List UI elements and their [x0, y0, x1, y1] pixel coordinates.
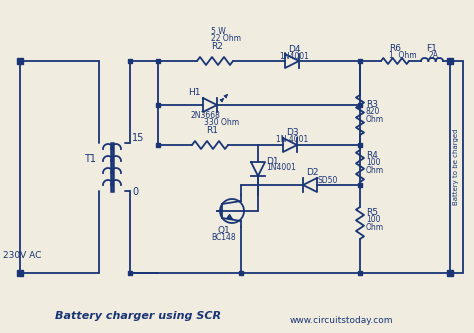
Text: R6: R6	[389, 44, 401, 53]
Text: 100: 100	[366, 215, 381, 224]
Text: Ohm: Ohm	[366, 166, 384, 175]
Text: 0: 0	[132, 187, 138, 197]
Text: 1N4001: 1N4001	[266, 163, 296, 172]
FancyBboxPatch shape	[450, 61, 463, 273]
Text: 22 Ohm: 22 Ohm	[211, 34, 241, 43]
Text: Ohm: Ohm	[366, 223, 384, 232]
Text: D2: D2	[306, 168, 318, 177]
Text: F1: F1	[427, 44, 438, 53]
Text: 15: 15	[132, 133, 145, 143]
Text: Battery charger using SCR: Battery charger using SCR	[55, 311, 221, 321]
Text: 1N4001: 1N4001	[279, 52, 309, 61]
Text: R1: R1	[206, 126, 218, 135]
Text: www.circuitstoday.com: www.circuitstoday.com	[290, 316, 393, 325]
Text: 230V AC: 230V AC	[3, 250, 41, 259]
Text: SD50: SD50	[318, 176, 338, 185]
Text: 2N3668: 2N3668	[190, 111, 220, 120]
Text: 2A: 2A	[429, 51, 439, 60]
Text: 820: 820	[366, 107, 380, 116]
Text: H1: H1	[188, 88, 200, 97]
Text: R4: R4	[366, 151, 378, 160]
Text: D1: D1	[266, 157, 279, 166]
Text: Q1: Q1	[218, 226, 230, 235]
Text: R2: R2	[211, 42, 223, 51]
Text: BC148: BC148	[212, 233, 237, 242]
Text: 1  Ohm: 1 Ohm	[389, 51, 417, 60]
Text: 1N 4001: 1N 4001	[276, 135, 308, 144]
Text: R3: R3	[366, 100, 378, 109]
Text: D4: D4	[288, 45, 300, 54]
Text: Battery to be charged: Battery to be charged	[453, 129, 459, 205]
Text: Ohm: Ohm	[366, 115, 384, 124]
Text: D3: D3	[286, 128, 298, 137]
Text: T1: T1	[84, 154, 96, 164]
Text: 5 W: 5 W	[211, 27, 226, 36]
Text: R5: R5	[366, 208, 378, 217]
Text: 330 Ohm: 330 Ohm	[204, 118, 239, 127]
Text: 100: 100	[366, 158, 381, 167]
